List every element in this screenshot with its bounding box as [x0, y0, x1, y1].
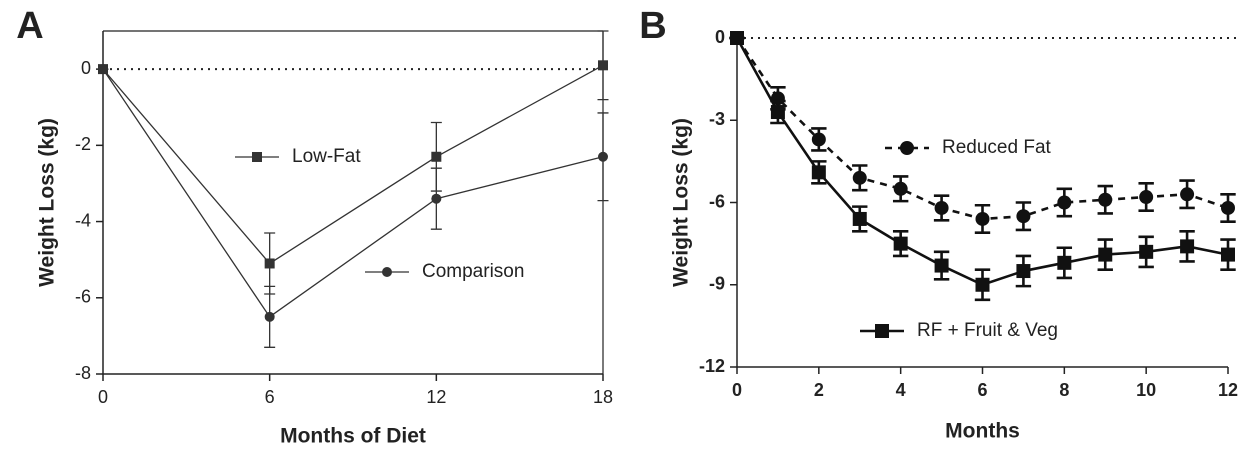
marker-square [1221, 248, 1235, 262]
y-tick-label: -2 [75, 134, 91, 154]
series-line [737, 38, 1228, 219]
y-tick-label: -4 [75, 210, 91, 230]
y-axis-title: Weight Loss (kg) [670, 118, 693, 287]
marker-square [1139, 245, 1153, 259]
legend-label: RF + Fruit & Veg [917, 320, 1058, 341]
legend-marker [382, 267, 392, 277]
series-line [737, 38, 1228, 285]
marker-circle [1098, 193, 1112, 207]
y-axis-title: Weight Loss (kg) [36, 118, 59, 287]
y-tick-label: 0 [715, 27, 725, 47]
marker-square [1180, 239, 1194, 253]
marker-square [771, 105, 785, 119]
marker-circle [1057, 196, 1071, 210]
x-tick-label: 6 [977, 380, 987, 400]
marker-square [853, 212, 867, 226]
x-tick-label: 8 [1059, 380, 1069, 400]
marker-circle [431, 194, 441, 204]
y-tick-label: -12 [699, 356, 725, 376]
marker-square [1098, 248, 1112, 262]
marker-square [431, 152, 441, 162]
marker-square [1016, 264, 1030, 278]
y-tick-label: -8 [75, 363, 91, 383]
marker-square [598, 60, 608, 70]
legend-label: Low-Fat [292, 146, 361, 167]
y-tick-label: 0 [81, 58, 91, 78]
marker-square [935, 259, 949, 273]
x-axis-title: Months of Diet [280, 425, 426, 448]
x-axis-title: Months [945, 420, 1020, 443]
x-tick-label: 12 [1218, 380, 1238, 400]
marker-circle [1016, 209, 1030, 223]
marker-circle [812, 132, 826, 146]
marker-circle [935, 201, 949, 215]
legend-marker [900, 141, 914, 155]
legend-marker [252, 152, 262, 162]
marker-square [265, 258, 275, 268]
marker-square [1057, 256, 1071, 270]
marker-circle [853, 171, 867, 185]
legend-label: Reduced Fat [942, 137, 1052, 158]
x-tick-label: 10 [1136, 380, 1156, 400]
y-tick-label: -9 [709, 274, 725, 294]
panel-label: B [639, 5, 666, 47]
y-tick-label: -6 [75, 287, 91, 307]
marker-circle [894, 182, 908, 196]
y-tick-label: -6 [709, 191, 725, 211]
x-tick-label: 4 [896, 380, 906, 400]
x-tick-label: 0 [98, 387, 108, 407]
x-tick-label: 2 [814, 380, 824, 400]
marker-circle [1139, 190, 1153, 204]
marker-square [812, 165, 826, 179]
y-tick-label: -3 [709, 109, 725, 129]
marker-circle [598, 152, 608, 162]
marker-circle [1221, 201, 1235, 215]
panel-label: A [16, 5, 43, 47]
x-tick-label: 12 [426, 387, 446, 407]
marker-circle [976, 212, 990, 226]
page: {"chart_data": [ {"type": "line", "panel… [0, 0, 1243, 449]
marker-square [976, 278, 990, 292]
x-tick-label: 0 [732, 380, 742, 400]
marker-circle [265, 312, 275, 322]
x-tick-label: 6 [265, 387, 275, 407]
figure: A 0 -2 -4 -6 -8 0 6 12 18 Months of Diet Weight Los… [0, 0, 1243, 449]
marker-square [730, 31, 744, 45]
marker-circle [1180, 187, 1194, 201]
legend-label: Comparison [422, 261, 524, 282]
marker-square [894, 237, 908, 251]
marker-circle [98, 64, 108, 74]
legend-marker [875, 324, 889, 338]
x-tick-label: 18 [593, 387, 613, 407]
